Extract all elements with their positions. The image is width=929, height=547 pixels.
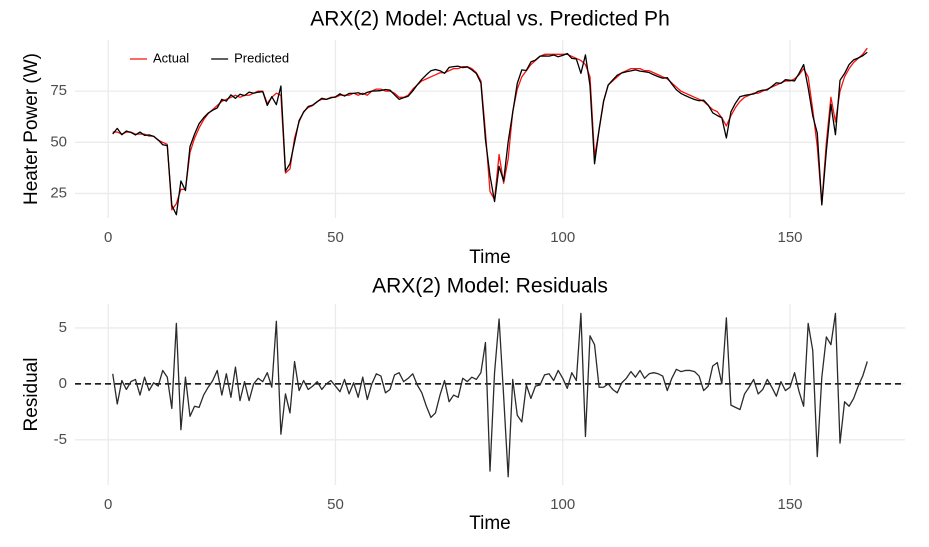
y-tick-label: 75 [50, 82, 67, 99]
y-tick-label: 25 [50, 184, 67, 201]
legend-label: Actual [153, 50, 189, 65]
legend-label: Predicted [234, 50, 289, 65]
y-axis-label: Residual [21, 358, 42, 432]
x-tick-label: 150 [777, 496, 802, 513]
y-axis-label: Heater Power (W) [21, 53, 42, 205]
series-line [112, 47, 868, 211]
series-line [112, 51, 868, 216]
chart-title: ARX(2) Model: Residuals [372, 275, 608, 298]
x-tick-label: 0 [104, 229, 112, 246]
x-tick-label: 150 [777, 229, 802, 246]
x-tick-label: 0 [104, 496, 112, 513]
chart-title: ARX(2) Model: Actual vs. Predicted Ph [310, 8, 670, 31]
y-tick-label: -5 [54, 431, 67, 448]
series-line [112, 312, 868, 478]
x-axis-label: Time [469, 247, 511, 268]
x-tick-label: 50 [327, 229, 344, 246]
y-tick-label: 50 [50, 133, 67, 150]
x-tick-label: 100 [550, 496, 575, 513]
y-tick-label: 5 [59, 319, 67, 336]
x-tick-label: 100 [550, 229, 575, 246]
y-tick-label: 0 [59, 375, 67, 392]
x-axis-label: Time [469, 513, 511, 534]
x-tick-label: 50 [327, 496, 344, 513]
